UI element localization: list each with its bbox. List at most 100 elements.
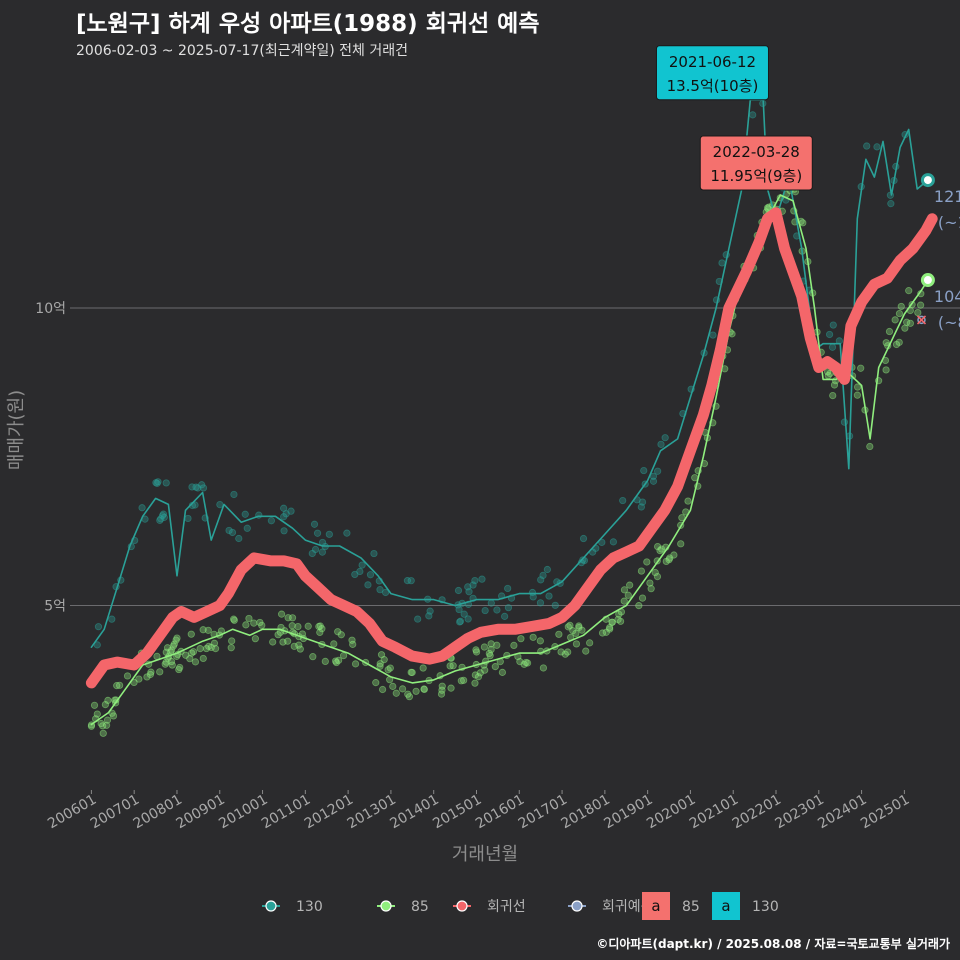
transaction-dot [638, 498, 647, 506]
transaction-dot [152, 479, 160, 487]
transaction-dot [555, 630, 563, 638]
series-line-s130 [90, 99, 929, 648]
transaction-dot [840, 418, 849, 426]
transaction-dot [318, 548, 326, 556]
callout-date: 2021-06-12 [669, 53, 756, 71]
transaction-dot [204, 626, 212, 634]
transaction-dot [891, 316, 899, 324]
transaction-dot [471, 576, 479, 585]
callout-value: 11.95억(9층) [710, 167, 802, 185]
legend-label: 회귀선 [487, 899, 526, 915]
transaction-dot [647, 585, 655, 593]
transaction-dot [211, 645, 220, 653]
transaction-dot [104, 696, 112, 704]
transaction-dot [398, 685, 407, 693]
transaction-dot [228, 637, 236, 645]
transaction-dot [529, 633, 537, 641]
transaction-dot [903, 318, 911, 326]
transaction-dot [310, 520, 319, 528]
transaction-dot [316, 628, 324, 636]
end-point-marker [920, 273, 935, 288]
transaction-dot [330, 640, 338, 648]
transaction-dot [551, 601, 559, 609]
transaction-dot [162, 658, 170, 666]
transaction-dot [457, 677, 465, 685]
y-axis-title: 매매가(원) [6, 390, 27, 470]
transaction-dot [381, 588, 390, 597]
transaction-dot [640, 466, 648, 475]
transaction-dot [493, 641, 501, 649]
transaction-dot [446, 662, 454, 670]
legend-marker-forecast [571, 900, 583, 912]
transaction-dot [635, 602, 643, 610]
transaction-dot [624, 591, 632, 599]
transaction-dot [135, 675, 143, 683]
legend-box-letter: a [721, 897, 730, 915]
transaction-dot [277, 610, 286, 618]
grid-layer [70, 307, 960, 607]
transaction-dot [94, 623, 103, 631]
legend-label: 회귀예측 [602, 899, 654, 915]
transaction-dot [407, 668, 415, 676]
transaction-dot [108, 615, 116, 623]
series-line-regression [85, 207, 938, 689]
transaction-dot [829, 321, 837, 329]
chart-title: [노원구] 하계 우성 아파트(1988) 회귀선 예측 [76, 11, 540, 37]
transaction-dot [464, 583, 472, 591]
transaction-dot [539, 571, 547, 580]
transaction-dot [917, 301, 925, 309]
transaction-dot [626, 581, 634, 589]
transaction-dot [454, 586, 463, 595]
transaction-dot [109, 712, 118, 720]
transaction-dot [491, 663, 499, 671]
transaction-dot [230, 490, 238, 499]
transaction-dot [897, 302, 905, 311]
transaction-dot [901, 324, 909, 332]
transaction-dot [830, 381, 839, 389]
legend-label: 85 [411, 899, 429, 915]
transaction-dot [455, 605, 463, 614]
transaction-dot [90, 701, 99, 709]
transaction-dot [464, 615, 472, 623]
transaction-dot [280, 513, 288, 521]
transaction-dot [853, 391, 861, 399]
transaction-dot [184, 514, 192, 523]
transaction-dot [93, 641, 101, 649]
transaction-dot [561, 650, 569, 658]
transaction-dot [372, 679, 380, 687]
transaction-dot [196, 645, 204, 653]
transaction-dot [447, 684, 455, 692]
transaction-dot [191, 658, 200, 666]
transaction-dot [290, 642, 298, 650]
end-value-label: 121,543 [934, 187, 960, 206]
transaction-dot [557, 648, 565, 656]
end-value-label: 104,667 [934, 287, 960, 306]
transaction-dot [487, 645, 495, 654]
transaction-dot [661, 434, 669, 442]
transaction-dot [749, 111, 757, 119]
transaction-dot [366, 571, 375, 579]
transaction-dot [389, 682, 397, 690]
legend-box-letter: a [651, 897, 660, 915]
transaction-dot [191, 501, 199, 509]
transaction-dot [620, 586, 629, 594]
transaction-dot [619, 496, 627, 505]
transaction-dot [407, 577, 415, 585]
series-layer [85, 99, 938, 726]
transaction-dot [160, 513, 168, 521]
legend-marker-regression [456, 900, 468, 912]
transaction-dot [586, 639, 594, 647]
transaction-dot [351, 660, 360, 668]
transaction-dot [99, 729, 107, 737]
transaction-dot [335, 656, 343, 664]
transaction-dot [498, 668, 507, 676]
transaction-dot [339, 652, 348, 660]
transaction-dot [885, 327, 894, 336]
annotation-layer: 121,543 (~130㎡) 104,667 (~85㎡) 2021-06-12 13.… [655, 45, 960, 332]
transaction-dot [376, 662, 384, 670]
transaction-dot [528, 588, 537, 597]
y-tick-label: 10억 [35, 301, 66, 317]
transaction-dot [863, 142, 871, 150]
transaction-dot [156, 668, 164, 676]
transaction-dot [207, 643, 215, 652]
